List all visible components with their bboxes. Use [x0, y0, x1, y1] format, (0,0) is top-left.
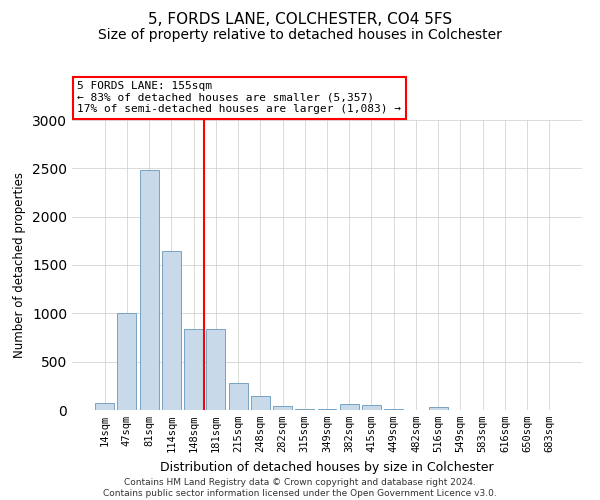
Bar [251, 396, 270, 410]
Bar [118, 314, 136, 410]
Text: Size of property relative to detached houses in Colchester: Size of property relative to detached ho… [98, 28, 502, 42]
Bar [95, 403, 114, 410]
Text: 5, FORDS LANE, COLCHESTER, CO4 5FS: 5, FORDS LANE, COLCHESTER, CO4 5FS [148, 12, 452, 28]
Bar [384, 409, 403, 410]
Bar [140, 170, 158, 410]
Bar [429, 407, 448, 410]
Bar [295, 409, 314, 410]
Text: Contains HM Land Registry data © Crown copyright and database right 2024.
Contai: Contains HM Land Registry data © Crown c… [103, 478, 497, 498]
Text: 5 FORDS LANE: 155sqm
← 83% of detached houses are smaller (5,357)
17% of semi-de: 5 FORDS LANE: 155sqm ← 83% of detached h… [77, 81, 401, 114]
Y-axis label: Number of detached properties: Number of detached properties [13, 172, 26, 358]
Bar [184, 329, 203, 410]
X-axis label: Distribution of detached houses by size in Colchester: Distribution of detached houses by size … [160, 460, 494, 473]
Bar [206, 329, 225, 410]
Bar [229, 383, 248, 410]
Bar [317, 409, 337, 410]
Bar [162, 250, 181, 410]
Bar [362, 404, 381, 410]
Bar [340, 404, 359, 410]
Bar [273, 406, 292, 410]
